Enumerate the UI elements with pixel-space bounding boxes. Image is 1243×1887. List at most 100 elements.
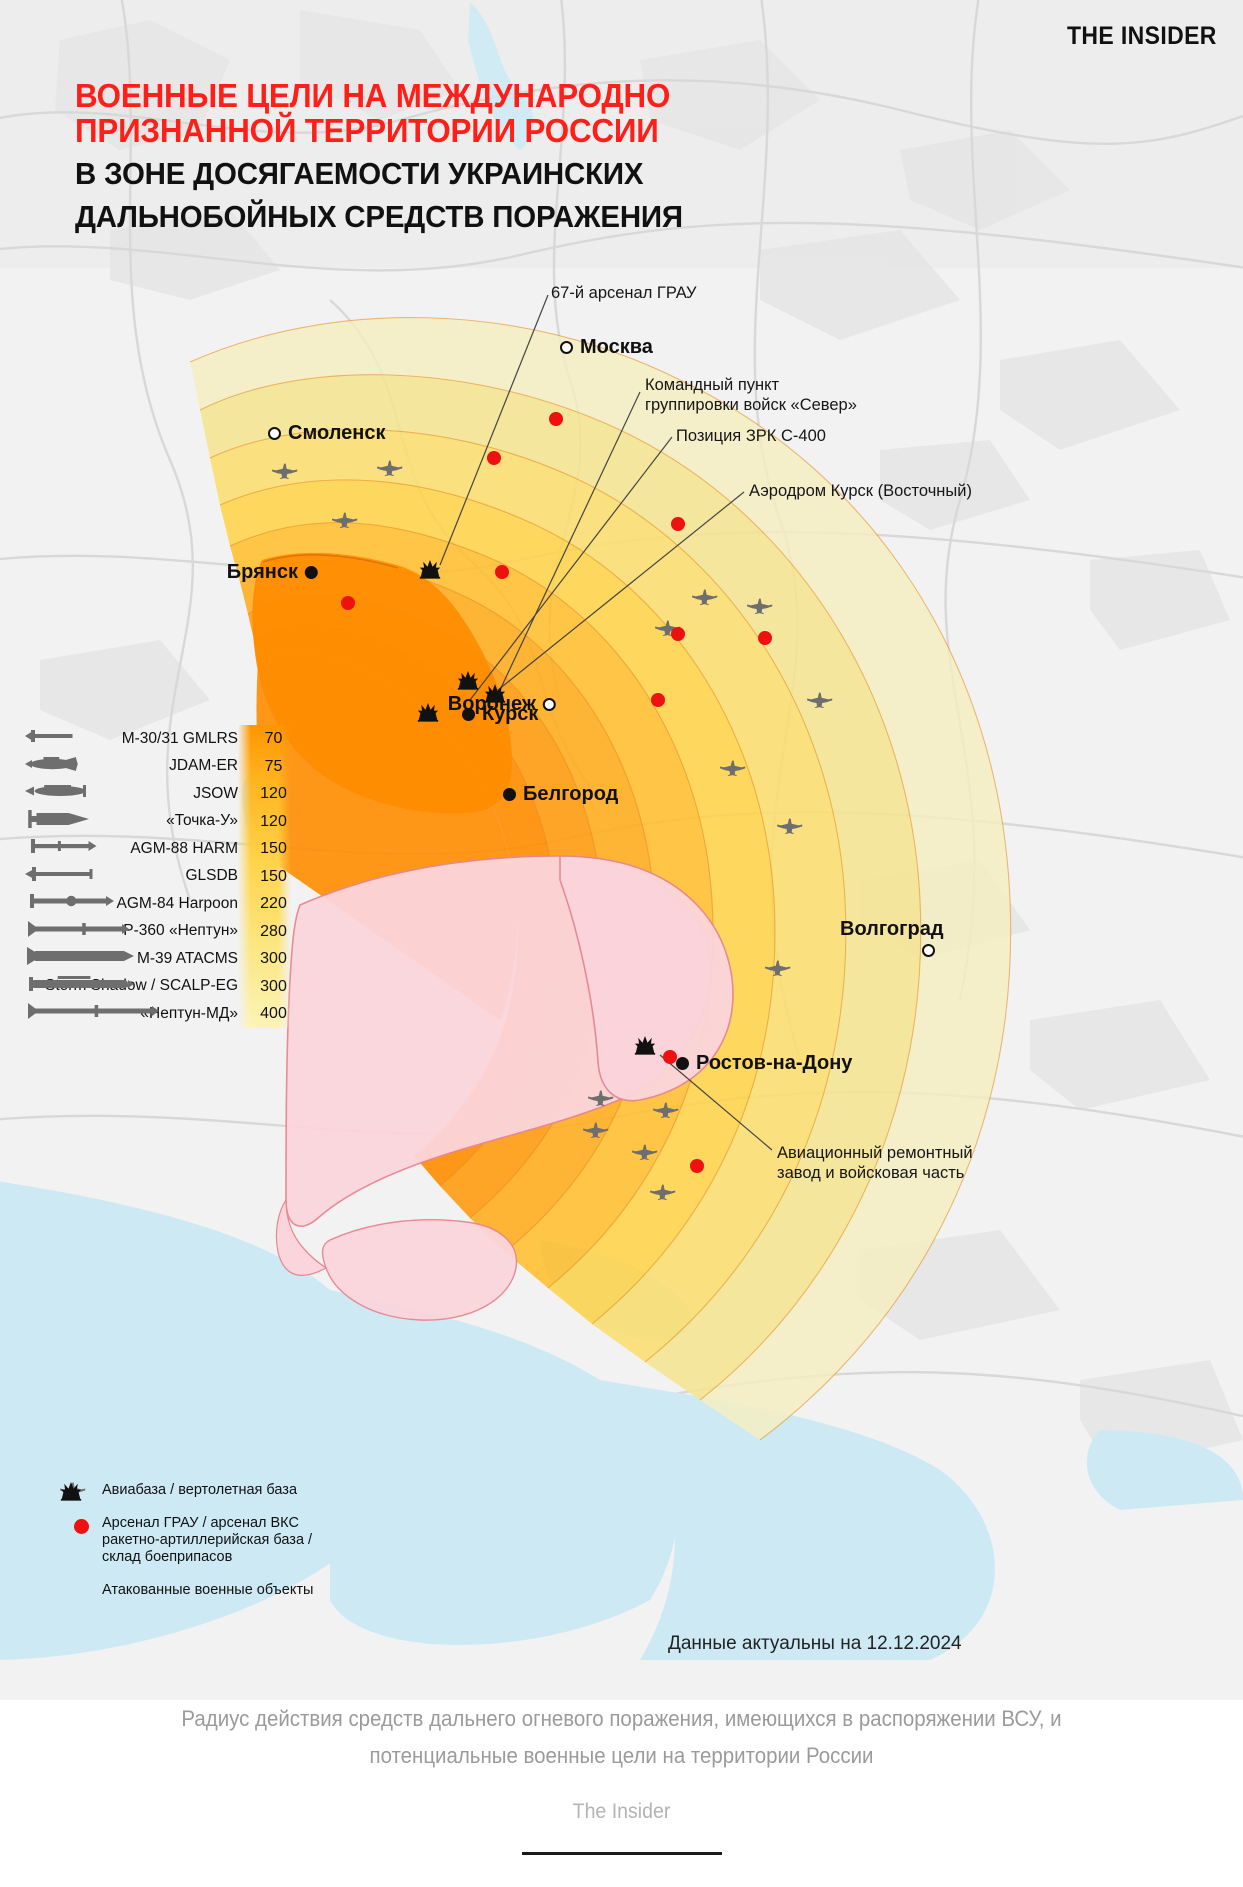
weapon-row: JSOW 120 — [25, 780, 445, 808]
city-name: Волгоград — [840, 918, 944, 940]
legend-text-line: ракетно-артиллерийская база / — [102, 1532, 313, 1548]
city-marker-icon-volgograd — [922, 944, 935, 957]
legend-text-line: склад боеприпасов — [102, 1549, 233, 1565]
caption-line-2: потенциальные военные цели на территории… — [369, 1743, 874, 1768]
callout-line: Авиационный ремонтный — [777, 1144, 973, 1162]
weapon-name: AGM-88 HARM — [130, 839, 238, 857]
callout-label-3: Аэродром Курск (Восточный) — [749, 481, 972, 501]
weapon-name: AGM-84 Harpoon — [116, 894, 238, 912]
legend-text-line: Атакованные военные объекты — [102, 1582, 314, 1598]
city-name: Курск — [482, 703, 539, 725]
oblast-highlight — [252, 552, 512, 814]
weapon-name: Р-360 «Нептун» — [123, 922, 238, 940]
weapon-range-km: 120 — [260, 785, 287, 802]
arsenal-marker-icon[interactable] — [663, 1050, 677, 1064]
city-name: Ростов-на-Дону — [696, 1052, 853, 1074]
city-name: Брянск — [226, 561, 298, 583]
callout-line: завод и войсковая часть — [777, 1164, 965, 1182]
legend-text-line: Авиабаза / вертолетная база — [102, 1482, 298, 1498]
city-marker-icon — [503, 788, 516, 802]
legend-row: Авиабаза / вертолетная база — [60, 1482, 480, 1499]
map-legend: Авиабаза / вертолетная база Арсенал ГРАУ … — [60, 1482, 480, 1615]
callout-line: Аэродром Курск (Восточный) — [749, 482, 972, 500]
city-label-5[interactable]: Белгород — [503, 783, 618, 806]
arsenal-marker-icon[interactable] — [495, 565, 509, 579]
weapon-name: «Точка-У» — [166, 812, 238, 830]
city-marker-icon — [543, 698, 556, 712]
city-label-0[interactable]: Москва — [560, 336, 653, 359]
legend-row: Атакованные военные объекты — [60, 1482, 480, 1599]
callout-leaders — [439, 294, 773, 1151]
city-label-7[interactable]: Ростов-на-Дону — [676, 1052, 852, 1075]
legend-text: Атакованные военные объекты — [102, 1582, 313, 1599]
city-marker-icon — [676, 1057, 689, 1071]
weapon-row: AGM-88 HARM 150 — [25, 835, 445, 863]
caption-line-1: Радиус действия средств дальнего огневог… — [181, 1706, 1062, 1731]
weapon-range-km: 220 — [260, 895, 287, 912]
callout-line: Командный пункт — [645, 376, 780, 394]
weapon-name: JDAM-ER — [169, 757, 238, 775]
arsenal-marker-icon[interactable] — [671, 517, 685, 531]
weapon-row: AGM-84 Harpoon 220 — [25, 890, 445, 918]
marker-layer — [272, 412, 833, 1201]
weapon-row: Storm Shadow / SCALP-EG 300 — [25, 973, 445, 1001]
map-canvas[interactable]: THE INSIDER ВОЕННЫЕ ЦЕЛИ НА МЕЖДУНАРОДНО… — [0, 0, 1243, 1700]
callout-line: Позиция ЗРК С-400 — [676, 427, 826, 445]
callout-label-4: Авиационный ремонтный завод и войсковая ч… — [777, 1143, 973, 1183]
callout-line: 67-й арсенал ГРАУ — [551, 284, 697, 302]
city-name: Смоленск — [288, 422, 386, 444]
weapon-row: JDAM-ER 75 — [25, 753, 445, 781]
caption-source: The Insider — [572, 1800, 671, 1823]
weapon-range-km: 120 — [260, 812, 287, 830]
arsenal-marker-icon[interactable] — [549, 412, 563, 426]
city-marker-icon — [268, 427, 281, 441]
title-black-line-1: В ЗОНЕ ДОСЯГАЕМОСТИ УКРАИНСКИХ — [75, 156, 644, 191]
arsenal-marker-icon[interactable] — [341, 596, 355, 610]
weapon-row: M-30/31 GMLRS 70 — [25, 725, 445, 753]
city-label-6[interactable]: Волгоград — [840, 918, 944, 941]
weapon-row: «Нептун-МД» 400 — [25, 1000, 445, 1028]
weapon-range-km: 280 — [260, 922, 287, 940]
weapon-name: JSOW — [193, 784, 238, 802]
callout-line: группировки войск «Север» — [645, 396, 857, 414]
weapon-row: Р-360 «Нептун» 280 — [25, 918, 445, 946]
weapon-name: M-30/31 GMLRS — [121, 729, 238, 747]
arsenal-marker-icon[interactable] — [651, 693, 665, 707]
city-label-2[interactable]: Брянск — [227, 561, 318, 584]
weapon-range-km: 300 — [260, 950, 287, 967]
ukraine-territory — [275, 855, 734, 1321]
weapon-name: «Нептун-МД» — [140, 1004, 238, 1022]
city-marker-icon — [560, 341, 573, 355]
arsenal-marker-icon[interactable] — [487, 451, 501, 465]
city-label-1[interactable]: Смоленск — [268, 422, 385, 445]
city-marker-icon — [462, 708, 475, 722]
city-name: Воронеж — [447, 693, 536, 715]
city-label-3[interactable]: Курск — [462, 703, 538, 726]
callout-label-0: 67-й арсенал ГРАУ — [551, 283, 697, 303]
callout-label-1: Командный пункт группировки войск «Север» — [645, 375, 857, 415]
arsenal-marker-icon[interactable] — [671, 627, 685, 641]
legend-text: Авиабаза / вертолетная база — [102, 1482, 297, 1499]
explosion-icon — [60, 1482, 102, 1584]
weapon-row: «Точка-У» 120 — [25, 808, 445, 836]
red-dot-icon — [60, 1515, 102, 1534]
legend-row: Арсенал ГРАУ / арсенал ВКС ракетно-артилл… — [60, 1515, 480, 1566]
city-name: Москва — [580, 336, 653, 358]
weapon-row: M-39 ATACMS 300 — [25, 945, 445, 973]
map-svg — [0, 0, 1243, 1660]
arsenal-marker-icon[interactable] — [758, 631, 772, 645]
weapon-range-km: 150 — [260, 867, 287, 885]
legend-text: Арсенал ГРАУ / арсенал ВКС ракетно-артилл… — [102, 1515, 312, 1566]
title-black-line-2: ДАЛЬНОБОЙНЫХ СРЕДСТВ ПОРАЖЕНИЯ — [75, 199, 683, 234]
arsenal-marker-icon[interactable] — [690, 1159, 704, 1173]
callout-layer: 67-й арсенал ГРАУ Командный пункт группиро… — [551, 283, 973, 1183]
weapon-range-km: 150 — [260, 840, 287, 857]
city-label-layer: Москва Смоленск Брянск Курск Воронеж Белгород… — [227, 336, 944, 1075]
legend-text-line: Арсенал ГРАУ / арсенал ВКС — [102, 1515, 299, 1531]
weapon-range-km: 70 — [264, 730, 283, 747]
city-label-4[interactable]: Воронеж — [448, 693, 556, 716]
callout-label-2: Позиция ЗРК С-400 — [676, 426, 826, 446]
title-red-line-1: ВОЕННЫЕ ЦЕЛИ НА МЕЖДУНАРОДНО — [75, 77, 671, 114]
weapon-row: GLSDB 150 — [25, 863, 445, 891]
